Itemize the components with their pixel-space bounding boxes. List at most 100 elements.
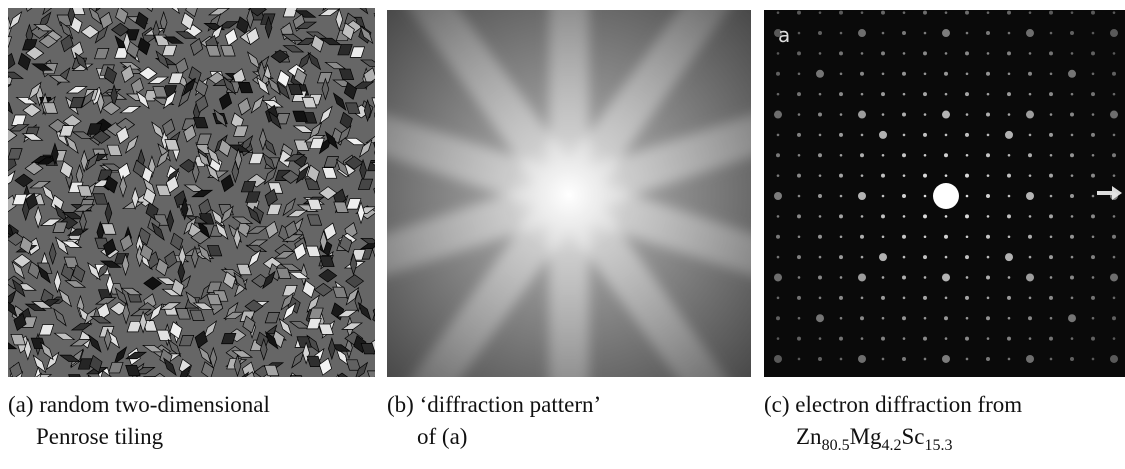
spot	[965, 255, 969, 260]
spot	[923, 113, 927, 116]
rhombus	[125, 364, 141, 377]
spot	[839, 316, 843, 320]
spot	[1007, 377, 1011, 381]
rhombus	[195, 78, 209, 98]
spot	[860, 52, 864, 55]
spot	[797, 336, 801, 341]
rhombus	[30, 301, 54, 309]
spot	[902, 174, 906, 177]
spot	[1110, 273, 1118, 282]
spot	[1112, 234, 1116, 239]
rhombus	[280, 291, 295, 311]
spot	[1007, 276, 1011, 279]
spot	[1026, 110, 1034, 119]
spot	[1112, 255, 1116, 259]
spot	[1049, 276, 1053, 279]
rhombus	[52, 221, 68, 233]
rhombus	[162, 118, 176, 137]
rhombus	[119, 106, 142, 114]
rhombus	[14, 173, 34, 188]
spot	[965, 336, 969, 341]
spot	[1091, 276, 1095, 279]
rhombus	[131, 186, 139, 210]
rhombus	[324, 61, 347, 70]
spot	[797, 235, 801, 239]
rhombus	[10, 334, 26, 346]
spot	[1005, 130, 1013, 139]
spot	[839, 336, 843, 341]
rhombus	[37, 265, 51, 284]
spot	[986, 356, 990, 361]
spot	[1026, 354, 1034, 363]
rhombus	[101, 101, 121, 116]
rhombus	[359, 59, 375, 67]
rhombus	[38, 34, 58, 49]
spot	[965, 357, 969, 361]
spot	[818, 356, 822, 361]
spot	[1071, 378, 1074, 381]
rhombus	[335, 8, 344, 31]
spot	[881, 276, 885, 279]
rhombus	[283, 154, 306, 162]
rhombus	[119, 174, 127, 198]
spot	[965, 214, 969, 219]
formula-element: Sc	[902, 424, 925, 449]
rhombus	[170, 232, 184, 251]
spot	[819, 378, 822, 381]
rhombus	[177, 260, 186, 284]
rhombus	[250, 95, 265, 114]
spot	[818, 174, 822, 177]
spot	[756, 195, 759, 198]
spot	[1091, 194, 1095, 198]
rhombus	[218, 138, 232, 157]
spot	[1091, 92, 1095, 97]
spot	[818, 92, 822, 96]
rhombus	[103, 238, 117, 257]
rhombus	[335, 372, 349, 377]
rhombus	[58, 288, 73, 308]
spot	[944, 71, 948, 76]
rhombus	[337, 44, 353, 56]
spot	[1028, 255, 1032, 259]
spot	[965, 316, 969, 320]
spot	[860, 11, 864, 14]
rhombus	[60, 34, 74, 53]
rhombus	[349, 252, 358, 276]
spot	[776, 316, 780, 321]
rhombus	[106, 272, 114, 297]
spot	[944, 316, 948, 321]
spot	[797, 31, 801, 35]
rhombus	[237, 97, 251, 116]
rhombus	[87, 334, 102, 353]
rhombus	[259, 337, 268, 362]
spot	[923, 295, 927, 300]
rhombus	[24, 161, 44, 176]
spot	[902, 92, 906, 96]
spot	[986, 52, 990, 55]
rhombus	[374, 17, 375, 19]
rhombus	[34, 205, 42, 229]
rhombus	[80, 149, 88, 173]
spot	[797, 295, 801, 300]
spot	[986, 215, 990, 218]
spot	[902, 337, 906, 340]
spot	[1091, 10, 1095, 15]
spot	[902, 11, 906, 14]
spot	[858, 110, 866, 119]
rhombus	[121, 253, 130, 277]
rhombus	[231, 216, 254, 224]
rhombus	[69, 96, 85, 109]
rhombus	[332, 286, 348, 298]
spot	[1007, 194, 1011, 198]
rhombus	[323, 222, 337, 241]
rhombus	[373, 141, 375, 149]
caption-a-line2: Penrose tiling	[36, 424, 164, 449]
spot	[1070, 133, 1074, 137]
rhombus	[221, 332, 237, 345]
rhombus	[85, 152, 100, 171]
rhombus	[175, 31, 198, 39]
rhombus	[171, 8, 180, 15]
spot	[776, 174, 780, 177]
rhombus	[287, 83, 303, 96]
rhombus	[282, 302, 297, 321]
